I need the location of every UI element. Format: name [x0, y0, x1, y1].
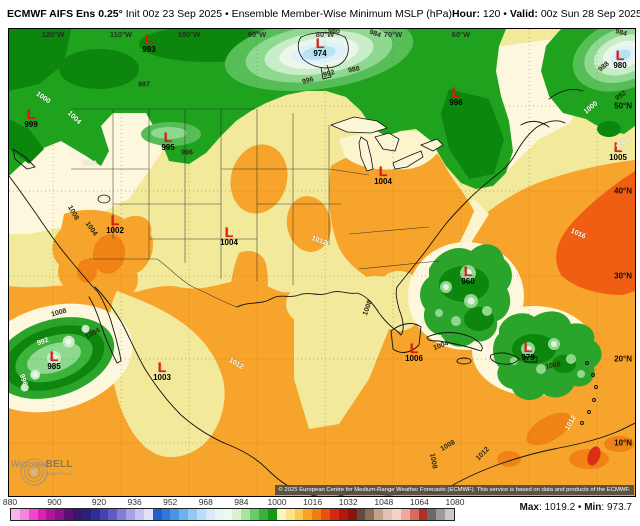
colorbar-segment — [108, 509, 118, 520]
hour-label: Hour: — [451, 8, 480, 20]
lakes — [97, 116, 444, 204]
colorbar-tick: 1048 — [374, 497, 394, 507]
colorbar-segment — [117, 509, 127, 520]
colorbar-tick: 1064 — [409, 497, 429, 507]
colorbar-segment — [400, 509, 410, 520]
colorbar-tick: 900 — [47, 497, 62, 507]
colorbar-segment — [250, 509, 260, 520]
colorbar-segment — [427, 509, 437, 520]
colorbar-segment — [55, 509, 65, 520]
colorbar-segment — [214, 509, 224, 520]
colorbar-segment — [135, 509, 144, 520]
colorbar-segment — [303, 509, 313, 520]
colorbar-segment — [436, 509, 446, 520]
colorbar-segment — [179, 509, 189, 520]
colorbar-segment — [170, 509, 180, 520]
colorbar-segment — [64, 509, 74, 520]
colorbar-segment — [241, 509, 251, 520]
colorbar-segment — [374, 509, 384, 520]
atlantic-canada-green-field — [541, 29, 635, 137]
colorbar — [10, 508, 455, 521]
valid-label: Valid: — [509, 8, 538, 20]
colorbar-segment — [90, 509, 100, 520]
colorbar-tick: 968 — [198, 497, 213, 507]
weatherbell-logo: WeatherBELL analytics LLC — [11, 455, 73, 486]
colorbar-segment — [285, 509, 295, 520]
colorbar-segment — [347, 509, 357, 520]
map-canvas[interactable]: 120°W 110°W 100°W 90°W 80°W 70°W 60°W 50°N 40°N 3… — [8, 28, 636, 497]
colorbar-tick-labels: 880 900 920 936 952 968 984 1000 1016 1032 1048 106… — [3, 497, 465, 507]
colorbar-segment — [294, 509, 304, 520]
min-value: : 973.7 — [601, 502, 632, 513]
colorbar-segment — [232, 509, 242, 520]
colorbar-segment — [81, 509, 91, 520]
colorbar-segment — [46, 509, 56, 520]
stats-separator: • — [577, 502, 585, 513]
hudson-bay-outline — [297, 32, 349, 80]
min-label: Min — [584, 502, 602, 513]
mslp-contour-art — [9, 29, 635, 496]
header-bar: ECMWF AIFS Ens 0.25° Init 00z 23 Sep 202… — [0, 0, 640, 28]
colorbar-segment — [152, 509, 162, 520]
colorbar-segment — [321, 509, 330, 520]
colorbar-tick: 880 — [2, 497, 18, 507]
init-and-field: Init 00z 23 Sep 2025 • Ensemble Member-W… — [122, 8, 452, 20]
colorbar-segment — [37, 509, 47, 520]
product-title: ECMWF AIFS Ens 0.25° Init 00z 23 Sep 202… — [7, 8, 452, 20]
colorbar-tick: 1000 — [267, 497, 287, 507]
valid-time: Hour: 120 • Valid: 00z Sun 28 Sep 2025 — [452, 8, 640, 20]
model-name: ECMWF AIFS Ens 0.25° — [7, 8, 123, 20]
political-borders — [71, 108, 440, 308]
colorbar-tick: 920 — [91, 497, 107, 507]
ecmwf-copyright: © 2025 European Centre for Medium-Range … — [274, 485, 634, 495]
colorbar-segment — [383, 509, 392, 520]
colorbar-tick: 984 — [234, 497, 249, 507]
max-label: Max — [519, 502, 539, 513]
hurricane-spiral-icon — [20, 458, 48, 486]
colorbar-segment — [205, 509, 215, 520]
hour-value: 120 • — [479, 8, 510, 20]
colorbar-segment — [338, 509, 348, 520]
logo-subtitle: analytics LLC — [45, 471, 73, 476]
colorbar-segment — [312, 509, 322, 520]
pacific-low-blob — [9, 317, 115, 399]
colorbar-segment — [99, 509, 109, 520]
logo-text-bell: BELL — [45, 459, 73, 470]
colorbar-segment — [11, 509, 20, 520]
colorbar-segment — [267, 509, 277, 520]
bahamas-low-blob — [420, 244, 512, 347]
colorbar-segment — [259, 509, 268, 520]
colorbar-segment — [188, 509, 198, 520]
colorbar-segment — [197, 509, 206, 520]
colorbar-segment — [329, 509, 339, 520]
valid-value: 00z Sun 28 Sep 2025 — [537, 8, 640, 20]
colorbar-segment — [28, 509, 38, 520]
colorbar-segment — [126, 509, 136, 520]
colorbar-tick: 936 — [127, 497, 142, 507]
colorbar-segment — [19, 509, 29, 520]
canada-green-field — [9, 29, 513, 189]
colorbar-segment — [356, 509, 366, 520]
colorbar-segment — [418, 509, 428, 520]
colorbar-segment — [409, 509, 419, 520]
puerto-rico-low-blob — [493, 311, 602, 401]
colorbar-segment — [73, 509, 82, 520]
colorbar-tick: 1016 — [303, 497, 323, 507]
colorbar-segment — [161, 509, 171, 520]
colorbar-segment — [143, 509, 153, 520]
max-value: : 1019.2 — [538, 502, 578, 513]
colorbar-tick: 1032 — [338, 497, 358, 507]
colorbar-segment — [445, 509, 454, 520]
field-stats: Max: 1019.2 • Min: 973.7 — [520, 502, 632, 513]
colorbar-segment — [276, 509, 286, 520]
colorbar-tick: 952 — [163, 497, 178, 507]
colorbar-segment — [391, 509, 401, 520]
colorbar-segment — [365, 509, 375, 520]
graticule — [9, 29, 635, 496]
colorbar-tick: 1080 — [445, 497, 465, 507]
colorbar-segment — [223, 509, 233, 520]
